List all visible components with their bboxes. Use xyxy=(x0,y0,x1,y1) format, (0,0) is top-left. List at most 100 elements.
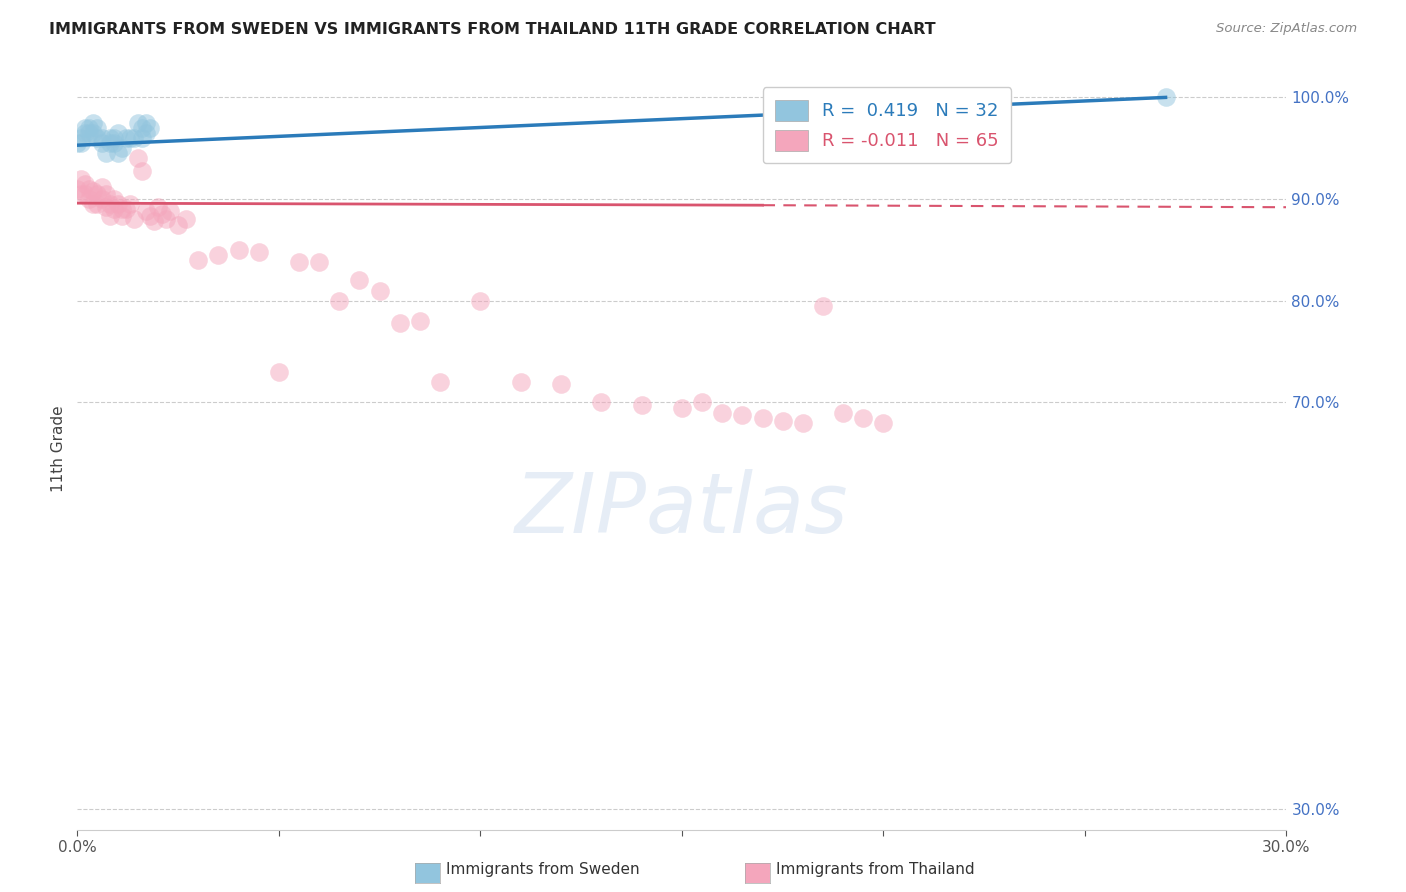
Point xyxy=(98,210,121,224)
Point xyxy=(127,152,149,166)
Point xyxy=(98,136,121,151)
Point xyxy=(118,131,141,145)
Point xyxy=(852,410,875,425)
Point xyxy=(711,406,734,420)
Point xyxy=(66,136,89,151)
Point xyxy=(70,131,93,145)
Point xyxy=(139,120,162,135)
Point xyxy=(135,204,157,219)
Text: Immigrants from Thailand: Immigrants from Thailand xyxy=(776,863,974,877)
Text: ZIPatlas: ZIPatlas xyxy=(515,468,849,549)
Point xyxy=(731,408,754,422)
Point xyxy=(388,316,411,330)
Point xyxy=(630,397,652,411)
Point xyxy=(103,202,125,217)
Y-axis label: 11th Grade: 11th Grade xyxy=(51,405,66,491)
Point xyxy=(146,200,169,214)
Point xyxy=(70,171,93,186)
Point xyxy=(139,210,162,224)
Point xyxy=(82,184,104,198)
Point xyxy=(79,120,101,135)
Point xyxy=(135,116,157,130)
Point xyxy=(79,182,101,196)
Point xyxy=(135,126,157,140)
Point xyxy=(247,244,270,259)
Point xyxy=(131,131,153,145)
Point xyxy=(131,163,153,178)
Point xyxy=(690,395,713,409)
Point xyxy=(167,218,190,232)
Point xyxy=(228,243,250,257)
Point xyxy=(75,187,97,202)
Point xyxy=(772,414,794,428)
Point xyxy=(107,197,129,211)
Point xyxy=(131,120,153,135)
Point xyxy=(75,126,97,140)
Point xyxy=(111,202,134,217)
Point xyxy=(811,299,834,313)
Point xyxy=(75,177,97,191)
Point xyxy=(409,314,432,328)
Point xyxy=(751,410,773,425)
Point xyxy=(86,131,108,145)
Point xyxy=(470,293,492,308)
Point xyxy=(832,406,855,420)
Point xyxy=(328,293,350,308)
Point xyxy=(174,212,197,227)
Point xyxy=(103,192,125,206)
Point xyxy=(111,141,134,155)
Point xyxy=(98,197,121,211)
Point xyxy=(86,197,108,211)
Point xyxy=(70,187,93,202)
Point xyxy=(107,146,129,161)
Point xyxy=(122,212,145,227)
Point xyxy=(75,120,97,135)
Point xyxy=(1154,90,1177,104)
Point xyxy=(308,255,330,269)
Point xyxy=(103,136,125,151)
Point xyxy=(82,116,104,130)
Point xyxy=(429,375,451,389)
Point xyxy=(150,207,173,221)
Text: IMMIGRANTS FROM SWEDEN VS IMMIGRANTS FROM THAILAND 11TH GRADE CORRELATION CHART: IMMIGRANTS FROM SWEDEN VS IMMIGRANTS FRO… xyxy=(49,22,936,37)
Point xyxy=(82,126,104,140)
Point xyxy=(288,255,311,269)
Point xyxy=(90,131,112,145)
Point xyxy=(90,136,112,151)
Point xyxy=(159,204,181,219)
Point xyxy=(368,284,391,298)
Point xyxy=(79,192,101,206)
Point xyxy=(94,146,117,161)
Point xyxy=(187,253,209,268)
Point xyxy=(872,416,894,430)
Point xyxy=(82,197,104,211)
Point xyxy=(103,131,125,145)
Text: Immigrants from Sweden: Immigrants from Sweden xyxy=(446,863,640,877)
Point xyxy=(118,197,141,211)
Point xyxy=(792,416,814,430)
Point xyxy=(591,395,613,409)
Point xyxy=(114,202,136,217)
Point xyxy=(550,377,572,392)
Point xyxy=(207,248,229,262)
Point xyxy=(267,365,290,379)
Text: Source: ZipAtlas.com: Source: ZipAtlas.com xyxy=(1216,22,1357,36)
Point xyxy=(94,187,117,202)
Point xyxy=(127,116,149,130)
Point xyxy=(70,136,93,151)
Point xyxy=(86,187,108,202)
Legend: R =  0.419   N = 32, R = -0.011   N = 65: R = 0.419 N = 32, R = -0.011 N = 65 xyxy=(762,87,1011,163)
Point xyxy=(509,375,531,389)
Point xyxy=(349,273,371,287)
Point xyxy=(155,212,177,227)
Point xyxy=(66,182,89,196)
Point xyxy=(90,192,112,206)
Point xyxy=(111,210,134,224)
Point xyxy=(94,200,117,214)
Point xyxy=(79,126,101,140)
Point xyxy=(142,214,165,228)
Point xyxy=(122,131,145,145)
Point xyxy=(114,131,136,145)
Point xyxy=(86,120,108,135)
Point xyxy=(98,131,121,145)
